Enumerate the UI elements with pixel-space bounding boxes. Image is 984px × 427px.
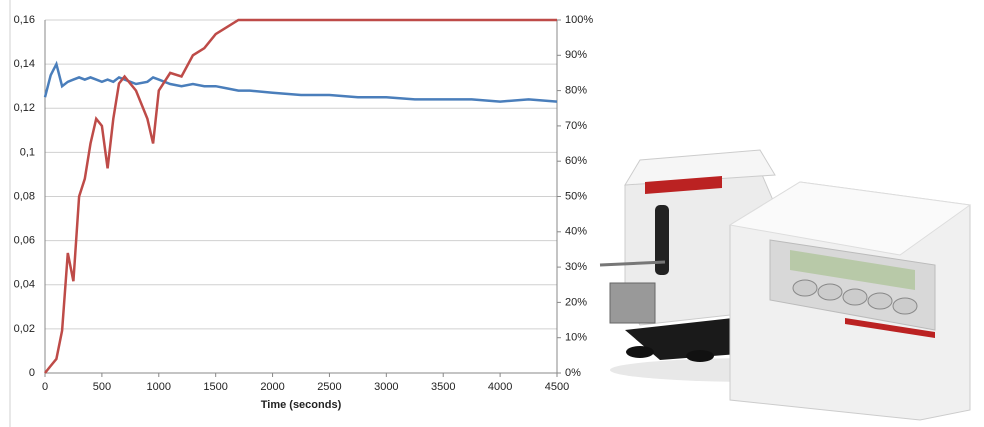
y2-tick-label: 80% (565, 85, 587, 97)
instrument-photo (599, 149, 972, 421)
x-tick-label: 2500 (317, 381, 341, 393)
x-tick-label: 1000 (147, 381, 171, 393)
y-tick-label: 0,1 (20, 146, 35, 158)
x-tick-label: 500 (93, 381, 111, 393)
y-tick-label: 0,12 (14, 102, 35, 114)
x-tick-label: 4500 (545, 381, 569, 393)
y2-tick-label: 40% (565, 226, 587, 238)
y-tick-label: 0,08 (14, 190, 35, 202)
y-tick-label: 0,14 (14, 58, 35, 70)
y2-tick-label: 0% (565, 367, 581, 379)
x-tick-label: 0 (42, 381, 48, 393)
x-tick-label: 2000 (260, 381, 284, 393)
y-tick-label: 0,06 (14, 235, 35, 247)
y2-tick-label: 100% (565, 14, 593, 26)
series-line (43, 60, 558, 103)
y-tick-label: 0 (29, 367, 35, 379)
series-line (44, 18, 557, 374)
x-tick-label: 3500 (431, 381, 455, 393)
y2-tick-label: 50% (565, 190, 587, 202)
x-tick-label: 3000 (374, 381, 398, 393)
y-tick-label: 0,02 (14, 323, 35, 335)
y2-tick-label: 90% (565, 49, 587, 61)
y2-tick-label: 60% (565, 155, 587, 167)
y-tick-label: 0,04 (14, 279, 35, 291)
y-tick-label: 0,16 (14, 14, 35, 26)
y2-tick-label: 20% (565, 296, 587, 308)
x-axis-label: Time (seconds) (261, 399, 342, 411)
y2-tick-label: 30% (565, 261, 587, 273)
x-tick-label: 1500 (203, 381, 227, 393)
x-tick-label: 4000 (488, 381, 512, 393)
y2-tick-label: 10% (565, 332, 587, 344)
y2-tick-label: 70% (565, 120, 587, 132)
